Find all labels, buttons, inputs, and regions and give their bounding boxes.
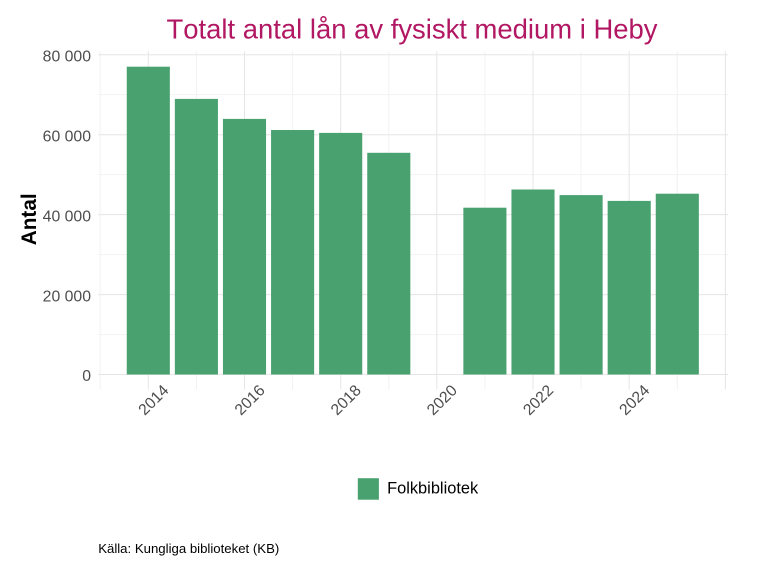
- svg-text:Totalt antal lån av fysiskt me: Totalt antal lån av fysiskt medium i Heb…: [167, 14, 658, 45]
- svg-text:60 000: 60 000: [43, 128, 92, 145]
- svg-text:40 000: 40 000: [43, 208, 92, 225]
- svg-text:0: 0: [82, 368, 91, 385]
- svg-text:Källa: Kungliga biblioteket (K: Källa: Kungliga biblioteket (KB): [98, 541, 279, 556]
- svg-text:20 000: 20 000: [43, 288, 92, 305]
- svg-text:Antal: Antal: [18, 193, 41, 245]
- svg-text:Folkbibliotek: Folkbibliotek: [387, 479, 479, 497]
- svg-text:80 000: 80 000: [43, 48, 92, 65]
